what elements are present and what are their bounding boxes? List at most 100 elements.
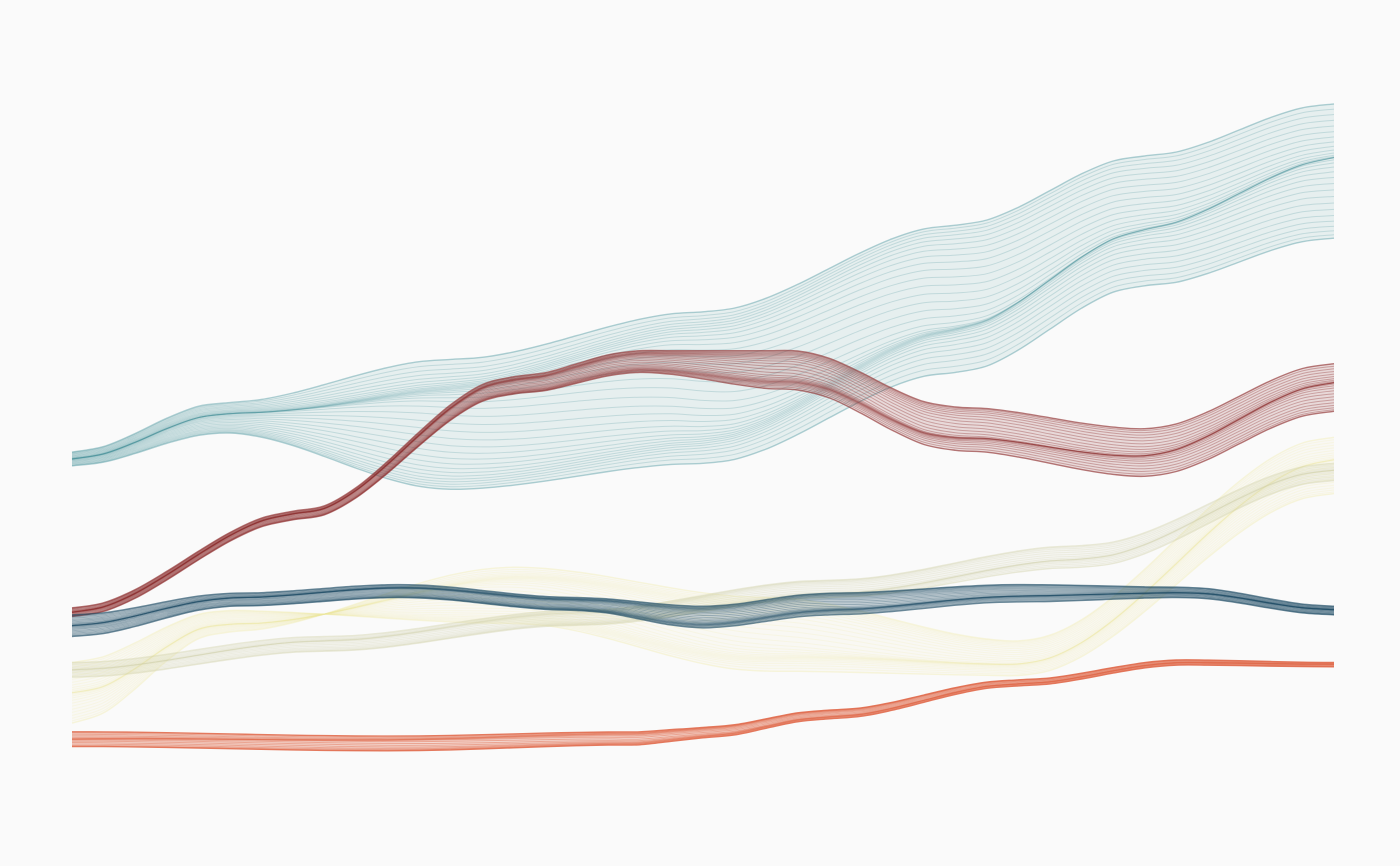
ribbon-pale-yellow-strand: [71, 459, 1335, 694]
ribbon-pale-yellow-strand: [71, 481, 1335, 677]
ribbon-navy-strand: [71, 595, 1335, 635]
ribbon-khaki-fill: [72, 463, 1334, 678]
ribbon-pale-yellow-strand: [71, 472, 1335, 686]
ribbon-pale-yellow-strand: [71, 459, 1335, 694]
ribbon-crimson-strand: [71, 367, 1335, 614]
ribbon-crimson-strand: [71, 354, 1335, 613]
ribbon-navy-strand: [71, 588, 1335, 627]
ribbon-khaki-strand: [71, 473, 1335, 672]
ribbon-teal-strand: [71, 119, 1335, 455]
ribbon-navy-strand: [71, 596, 1335, 638]
ribbon-pale-yellow-fill: [72, 437, 1334, 724]
ribbon-pale-yellow-strand: [71, 441, 1335, 719]
ribbon-khaki-strand: [71, 469, 1335, 669]
ribbon-khaki-strand: [71, 479, 1335, 678]
ribbon-crimson-strand: [71, 366, 1335, 614]
ribbon-teal-strand: [71, 196, 1335, 465]
ribbon-pale-yellow-strand: [71, 492, 1335, 677]
ribbon-khaki-strand: [71, 469, 1335, 671]
ribbon-coral-strand: [71, 662, 1335, 744]
ribbon-pale-yellow-strand: [71, 459, 1335, 694]
ribbon-khaki-strand: [71, 469, 1335, 671]
ribbon-teal-strand: [71, 157, 1335, 460]
ribbon-teal-strand: [71, 152, 1335, 459]
ribbon-teal-strand: [71, 171, 1335, 460]
ribbon-crimson-strand: [71, 368, 1335, 615]
ribbon-coral-strand: [71, 662, 1335, 743]
ribbon-crimson-strand: [71, 358, 1335, 613]
ribbon-coral-strand: [71, 664, 1335, 752]
ribbon-crimson-strand: [71, 353, 1335, 612]
ribbon-khaki-strand: [71, 475, 1335, 673]
ribbon-pale-yellow-strand: [71, 464, 1335, 692]
ribbon-teal-strand: [71, 125, 1335, 455]
ribbon-coral-strand: [71, 660, 1335, 740]
ribbon-navy-strand: [71, 584, 1335, 617]
ribbon-crimson-strand: [71, 349, 1335, 609]
ribbon-navy-strand: [71, 587, 1335, 627]
ribbon-teal-fill: [72, 103, 1334, 490]
ribbon-teal-strand: [71, 215, 1335, 477]
ribbon-navy-strand: [71, 594, 1335, 633]
ribbon-teal-strand: [71, 183, 1335, 461]
ribbon-teal-strand: [71, 230, 1335, 485]
ribbon-teal-strand: [71, 157, 1335, 460]
ribbon-pale-yellow-strand: [71, 454, 1335, 704]
ribbon-teal-strand: [71, 166, 1335, 460]
ribbon-crimson-strand: [71, 371, 1335, 618]
ribbon-teal-strand: [71, 225, 1335, 483]
ribbon-coral-strand: [71, 661, 1335, 741]
ribbon-navy-strand: [71, 589, 1335, 627]
ribbon-crimson-strand: [71, 367, 1335, 614]
ribbon-khaki-strand: [71, 467, 1335, 667]
ribbon-pale-yellow-strand: [71, 459, 1335, 694]
ribbon-navy-strand: [71, 590, 1335, 627]
ribbon-coral-strand: [71, 662, 1335, 741]
ribbon-coral-strand: [71, 659, 1335, 738]
ribbon-navy-strand: [71, 592, 1335, 628]
ribbon-coral: [71, 659, 1335, 752]
ribbon-teal-strand: [71, 202, 1335, 470]
ribbon-navy-strand: [71, 593, 1335, 629]
ribbon-pale-yellow-strand: [71, 484, 1335, 674]
ribbon-teal-strand: [71, 114, 1335, 454]
ribbon-pale-yellow-strand: [71, 491, 1335, 675]
ribbon-crimson-strand: [71, 356, 1335, 613]
ribbon-navy-strand: [71, 585, 1335, 618]
ribbon-pale-yellow-strand: [71, 487, 1335, 672]
ribbon-crimson-strand: [71, 355, 1335, 613]
ribbon-navy-strand: [71, 587, 1335, 625]
ribbon-khaki-strand: [71, 462, 1335, 664]
ribbon-coral-strand: [71, 662, 1335, 746]
ribbon-teal: [71, 103, 1335, 491]
ribbon-crimson-strand: [71, 352, 1335, 611]
ribbon-teal-strand: [71, 162, 1335, 460]
ribbon-teal-strand: [71, 159, 1335, 460]
ribbon-crimson-strand: [71, 351, 1335, 610]
ribbon-teal-strand: [71, 157, 1335, 460]
ribbon-teal-strand: [71, 208, 1335, 474]
ribbon-teal-strand: [71, 103, 1335, 453]
ribbon-pale-yellow-strand: [71, 457, 1335, 699]
ribbon-pale-yellow-strand: [71, 447, 1335, 713]
ribbon-khaki-strand: [71, 469, 1335, 670]
ribbon-pale-yellow-strand: [71, 478, 1335, 680]
ribbon-pale-yellow-strand: [71, 462, 1335, 693]
ribbon-crimson-strand: [71, 361, 1335, 613]
ribbon-coral-strand: [71, 661, 1335, 741]
ribbon-navy-strand: [71, 593, 1335, 630]
ribbon-navy-strand: [71, 594, 1335, 632]
ribbon-pale-yellow-strand: [71, 475, 1335, 683]
ribbon-crimson-strand: [71, 368, 1335, 615]
ribbon-pale-yellow-strand: [71, 459, 1335, 695]
ribbon-teal-strand: [71, 220, 1335, 480]
ribbon-coral-strand: [71, 663, 1335, 750]
ribbon-navy-strand: [71, 595, 1335, 634]
ribbon-crimson-strand: [71, 364, 1335, 613]
ribbon-crimson-strand: [71, 352, 1335, 611]
ribbon-navy-strand: [71, 586, 1335, 620]
ribbon-teal-strand: [71, 108, 1335, 453]
ribbon-crimson-strand: [71, 353, 1335, 612]
